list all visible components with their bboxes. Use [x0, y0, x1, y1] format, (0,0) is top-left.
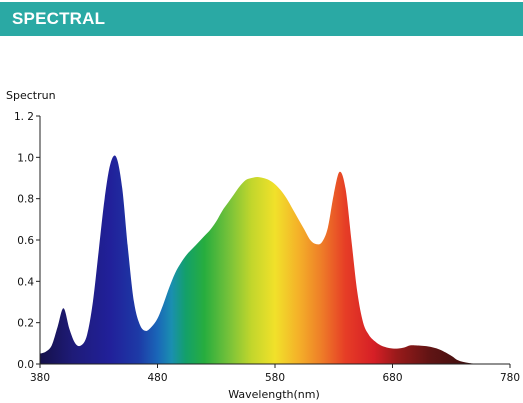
y-tick-label: 0.2: [17, 318, 34, 330]
y-tick-label: 1.0: [17, 152, 34, 164]
spectrum-area: [40, 155, 510, 364]
x-tick-label: 480: [147, 372, 167, 384]
y-tick-label: 1. 2: [14, 111, 34, 123]
x-axis-title: Wavelength(nm): [228, 388, 320, 401]
y-ticks: 0.0 0.2 0.4 0.6 0.8 1.0 1. 2: [14, 111, 40, 371]
x-tick-label: 380: [30, 372, 50, 384]
y-tick-label: 0.4: [17, 276, 34, 288]
y-tick-label: 0.6: [17, 235, 34, 247]
x-tick-label: 780: [500, 372, 520, 384]
x-tick-label: 680: [382, 372, 402, 384]
section-title: SPECTRAL: [12, 9, 106, 28]
y-axis-title: Spectrun: [6, 89, 56, 102]
x-tick-label: 580: [265, 372, 285, 384]
section-header: SPECTRAL: [0, 2, 523, 36]
x-ticks: 380 480 580 680 780: [30, 364, 520, 384]
y-tick-label: 0.0: [17, 359, 34, 371]
y-tick-label: 0.8: [17, 194, 34, 206]
